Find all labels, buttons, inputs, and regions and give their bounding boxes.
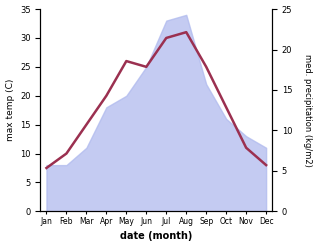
Y-axis label: max temp (C): max temp (C) <box>5 79 15 141</box>
X-axis label: date (month): date (month) <box>120 231 192 242</box>
Y-axis label: med. precipitation (kg/m2): med. precipitation (kg/m2) <box>303 54 313 167</box>
